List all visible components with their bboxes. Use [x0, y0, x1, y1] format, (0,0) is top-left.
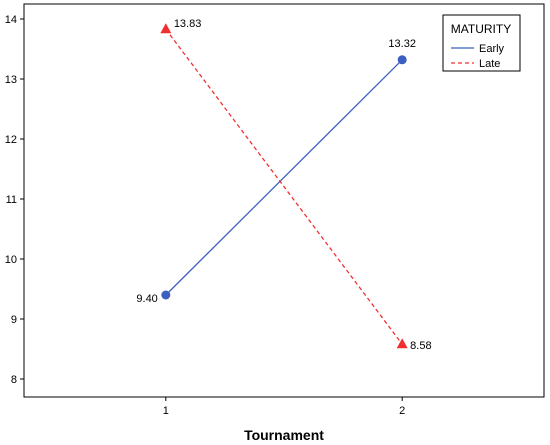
y-tick-label: 10: [5, 254, 17, 266]
y-tick-label: 12: [5, 134, 17, 146]
legend: MATURITY Early Late: [442, 14, 521, 72]
data-point-late: [160, 23, 172, 34]
y-tick-label: 11: [6, 194, 17, 206]
data-point-early: [397, 55, 407, 65]
data-point-late: [396, 338, 408, 349]
legend-label-late: Late: [479, 58, 500, 70]
data-label-early: 13.32: [388, 38, 416, 50]
data-point-early: [161, 290, 171, 300]
y-tick-label: 9: [11, 314, 17, 326]
y-tick-label: 13: [5, 74, 17, 86]
y-tick-label: 8: [11, 374, 17, 386]
y-tick-label: 14: [5, 14, 17, 26]
y-axis: 8 9 10 11 12 13 14: [5, 14, 24, 386]
plot-frame: [23, 3, 545, 398]
series-line-late: [165, 28, 403, 345]
series-layer: 9.40 13.32 13.83 8.58: [136, 18, 431, 352]
data-label-late: 8.58: [410, 340, 431, 352]
legend-label-early: Early: [479, 43, 505, 55]
x-tick-label: 2: [399, 405, 405, 417]
legend-title: MATURITY: [451, 22, 511, 36]
data-label-late: 13.83: [174, 18, 202, 30]
legend-box: [442, 14, 521, 72]
x-tick-label: 1: [163, 405, 169, 417]
x-axis-title: Tournament: [244, 427, 324, 443]
series-line-early: [165, 59, 403, 296]
data-label-early: 9.40: [136, 293, 157, 305]
